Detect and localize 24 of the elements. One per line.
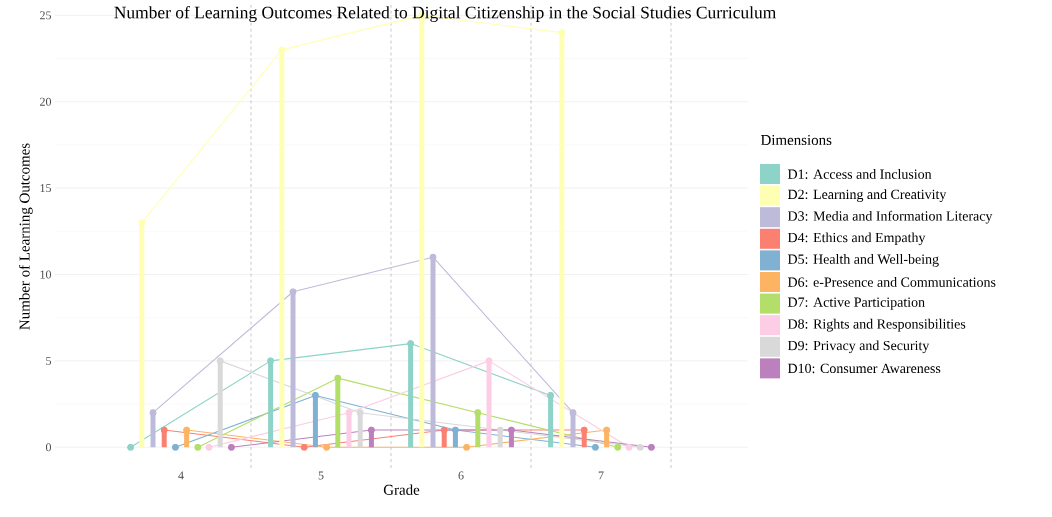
legend-label: D2: Learning and Creativity bbox=[787, 189, 947, 202]
legend-label: D9: Privacy and Security bbox=[787, 340, 930, 354]
y-tick-label: 0 bbox=[45, 443, 52, 452]
legend-label: D5: Health and Well-being bbox=[787, 254, 939, 267]
x-axis-title: Grade bbox=[383, 484, 420, 495]
y-tick-label: 20 bbox=[40, 97, 52, 106]
legend-title: Dimensions bbox=[760, 134, 832, 145]
x-tick-label: 4 bbox=[178, 471, 184, 480]
legend-label: D10: Consumer Awareness bbox=[787, 363, 941, 374]
y-tick-label: 10 bbox=[40, 270, 52, 279]
legend-label: D3: Media and Information Literacy bbox=[787, 210, 993, 224]
x-tick-label: 7 bbox=[598, 471, 604, 480]
legend-label: D4: Ethics and Empathy bbox=[787, 232, 926, 246]
chart-title: Number of Learning Outcomes Related to Digital Citizenship in the Social Studies Curriculum bbox=[114, 5, 777, 23]
legend-label: D8: Rights and Responsibilities bbox=[787, 318, 966, 332]
y-tick-label: 25 bbox=[40, 11, 52, 20]
y-tick-label: 5 bbox=[46, 356, 52, 365]
y-tick-label: 15 bbox=[40, 184, 52, 193]
x-tick-label: 6 bbox=[458, 471, 464, 480]
y-axis-title: Number of Learning Outcomes bbox=[18, 143, 33, 330]
legend-label: D6: e-Presence and Communications bbox=[787, 277, 996, 287]
legend-label: D7: Active Participation bbox=[787, 297, 925, 310]
x-tick-label: 5 bbox=[318, 471, 324, 480]
legend-label: D1: Access and Inclusion bbox=[787, 169, 932, 179]
